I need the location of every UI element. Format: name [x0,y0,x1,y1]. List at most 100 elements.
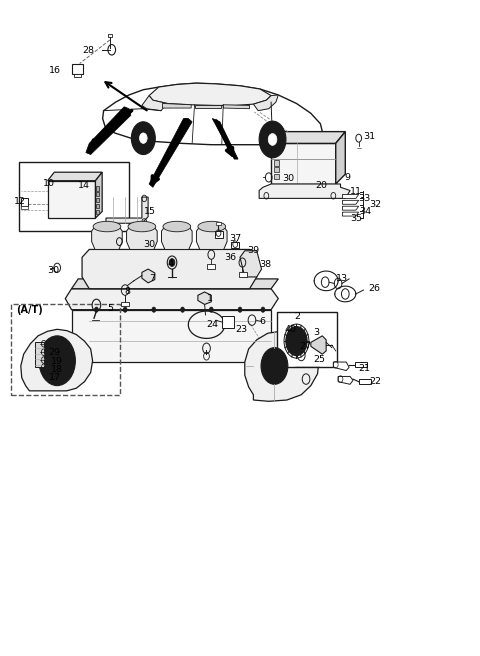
Circle shape [45,344,69,377]
Polygon shape [198,292,211,304]
Text: 39: 39 [248,246,260,255]
Polygon shape [333,362,349,371]
Polygon shape [48,173,102,180]
Circle shape [286,327,307,356]
Polygon shape [194,105,221,108]
Text: 10: 10 [43,180,55,188]
Circle shape [140,133,147,144]
Text: 24: 24 [206,320,218,329]
Bar [11,304,120,395]
Bar [216,222,221,224]
Bar [108,34,112,37]
Bar [121,302,129,306]
Polygon shape [65,289,278,310]
Bar [231,241,239,248]
Polygon shape [149,83,271,106]
Text: 14: 14 [78,181,90,190]
Text: 6: 6 [259,317,265,326]
Text: 19: 19 [50,357,62,366]
Text: 26: 26 [368,284,380,293]
Polygon shape [342,194,359,198]
Polygon shape [21,329,93,391]
Text: 22: 22 [369,377,381,386]
Circle shape [95,307,98,312]
Circle shape [261,348,288,384]
Bar [359,379,371,384]
Polygon shape [271,144,336,184]
Ellipse shape [198,221,226,232]
Polygon shape [253,95,278,111]
Ellipse shape [163,221,191,232]
Polygon shape [311,336,326,354]
Text: 40: 40 [284,325,296,335]
Polygon shape [86,107,131,155]
Polygon shape [162,104,191,108]
Text: 4: 4 [167,259,173,268]
Text: 21: 21 [359,364,371,373]
Bar [96,192,99,196]
Text: 8: 8 [124,287,130,297]
Polygon shape [92,226,122,249]
Text: 15: 15 [144,207,156,216]
Circle shape [263,127,282,153]
Polygon shape [212,119,238,159]
Circle shape [152,307,156,312]
Text: 11: 11 [350,188,362,196]
Circle shape [267,356,282,376]
Text: 3: 3 [314,328,320,337]
Text: 7: 7 [149,274,155,283]
Circle shape [135,127,152,150]
Polygon shape [336,132,345,184]
Text: 25: 25 [314,355,326,364]
Circle shape [268,134,277,146]
Text: 29: 29 [48,348,60,358]
Circle shape [39,336,75,386]
Text: 18: 18 [50,365,62,374]
Bar [21,198,28,206]
Text: 36: 36 [225,253,237,262]
Text: 31: 31 [363,133,376,141]
Circle shape [132,122,156,155]
Bar [207,264,215,269]
Ellipse shape [93,221,121,232]
Polygon shape [240,251,262,277]
Polygon shape [342,212,359,216]
Bar [274,173,279,178]
Circle shape [52,354,62,367]
Text: 33: 33 [359,194,371,203]
Polygon shape [103,83,323,145]
Bar [274,167,279,173]
Text: 28: 28 [82,46,94,55]
Bar [72,64,83,74]
Bar [19,163,129,231]
Bar [96,209,99,214]
Text: 17: 17 [48,373,60,382]
Circle shape [123,307,127,312]
Circle shape [238,307,242,312]
Text: 1: 1 [206,294,213,303]
Polygon shape [106,197,148,223]
Bar [355,362,367,367]
Text: 20: 20 [316,181,328,190]
Bar [222,316,234,328]
Polygon shape [127,226,157,249]
Text: 9: 9 [344,173,350,182]
Text: 37: 37 [229,234,241,243]
Polygon shape [72,310,271,362]
Polygon shape [338,377,353,384]
Polygon shape [342,206,359,210]
Polygon shape [161,226,192,249]
Text: 2: 2 [295,312,300,321]
Ellipse shape [128,221,156,232]
Polygon shape [196,226,227,249]
Circle shape [292,335,301,348]
Polygon shape [245,331,319,401]
Polygon shape [223,105,250,109]
Text: 30: 30 [48,266,60,275]
Polygon shape [142,269,155,283]
Bar [215,231,223,237]
Text: 34: 34 [360,207,372,216]
Polygon shape [96,173,102,218]
Circle shape [169,258,175,266]
Circle shape [259,121,286,158]
